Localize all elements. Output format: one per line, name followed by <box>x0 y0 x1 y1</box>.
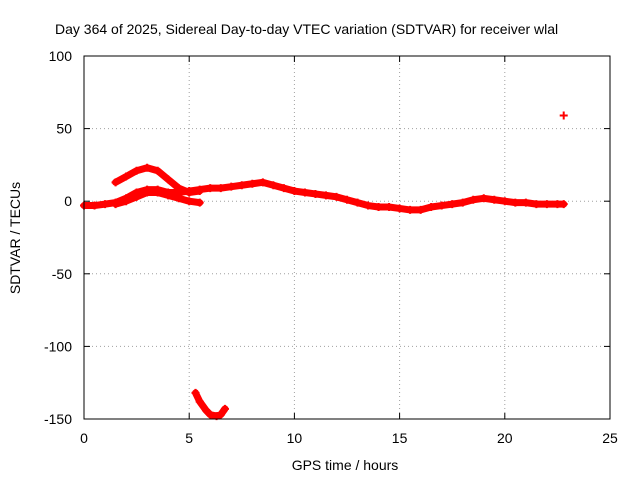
data-point <box>321 191 330 200</box>
series-outlier <box>559 111 568 120</box>
y-tick-label: -150 <box>44 411 72 427</box>
data-point <box>132 192 141 201</box>
y-tick-label: -50 <box>52 266 72 282</box>
data-point <box>206 184 215 193</box>
data-point <box>364 201 373 210</box>
y-tick-label: 0 <box>64 193 72 209</box>
series-upper-arc <box>111 163 204 197</box>
x-tick-label: 0 <box>80 430 88 446</box>
data-point <box>143 188 152 197</box>
data-point <box>111 200 120 209</box>
data-point <box>521 198 530 207</box>
data-point <box>542 200 551 209</box>
data-point <box>427 203 436 212</box>
data-point <box>202 406 211 415</box>
chart-title: Day 364 of 2025, Sidereal Day-to-day VTE… <box>55 21 558 37</box>
data-point <box>279 184 288 193</box>
x-tick-label: 15 <box>392 430 408 446</box>
data-point <box>532 200 541 209</box>
data-point <box>174 184 183 193</box>
data-point <box>559 200 568 209</box>
data-point <box>479 194 488 203</box>
data-point <box>290 187 299 196</box>
data-point <box>448 200 457 209</box>
series-lower-branch <box>111 188 204 209</box>
data-point <box>206 410 215 419</box>
data-point <box>416 205 425 214</box>
data-point <box>195 187 204 196</box>
plot-frame <box>83 55 611 420</box>
data-point <box>153 166 162 175</box>
y-tick-label: 100 <box>49 48 73 64</box>
data-point <box>458 198 467 207</box>
data-point <box>153 188 162 197</box>
data-point <box>258 178 267 187</box>
data-point <box>343 195 351 204</box>
data-point <box>111 178 120 187</box>
data-point <box>132 166 141 175</box>
data-point <box>122 172 131 181</box>
data-point <box>90 201 99 210</box>
data-point <box>332 192 341 201</box>
data-point <box>559 111 568 120</box>
grid-lines <box>84 56 610 419</box>
data-point <box>191 388 200 397</box>
data-point <box>469 195 478 204</box>
data-point <box>300 188 309 197</box>
data-point <box>143 163 152 172</box>
x-tick-label: 5 <box>185 430 193 446</box>
data-point <box>174 194 183 203</box>
data-point <box>490 195 499 204</box>
data-point <box>195 198 204 207</box>
data-point <box>185 188 194 197</box>
axis-ticks: 0 5 10 15 20 25 -150 -100 -50 0 50 100 <box>44 48 618 446</box>
data-point <box>195 397 204 406</box>
data-point <box>385 203 394 212</box>
x-tick-label: 10 <box>287 430 303 446</box>
data-point <box>185 197 194 206</box>
data-point <box>269 181 278 190</box>
data-point <box>374 203 383 212</box>
y-axis-label: SDTVAR / TECUs <box>7 182 23 294</box>
series-dip-segment <box>191 388 229 421</box>
data-point <box>311 189 320 198</box>
data-point <box>248 179 257 188</box>
x-tick-label: 25 <box>602 430 618 446</box>
data-point <box>395 204 404 213</box>
y-tick-label: 50 <box>56 121 72 137</box>
data-points <box>80 111 568 421</box>
x-tick-label: 20 <box>497 430 513 446</box>
data-point <box>164 191 173 200</box>
data-point <box>164 175 173 184</box>
data-point <box>101 200 110 209</box>
data-point <box>122 197 131 206</box>
series-main-track <box>80 178 568 214</box>
data-point <box>216 410 225 419</box>
data-point <box>406 205 415 214</box>
data-point <box>220 404 229 413</box>
data-point <box>500 197 509 206</box>
data-point <box>437 201 446 210</box>
data-point <box>227 182 236 191</box>
x-axis-label: GPS time / hours <box>292 457 399 473</box>
data-point <box>511 198 520 207</box>
data-point <box>237 181 246 190</box>
data-point <box>353 198 362 207</box>
y-tick-label: -100 <box>44 338 72 354</box>
data-point <box>216 184 225 193</box>
